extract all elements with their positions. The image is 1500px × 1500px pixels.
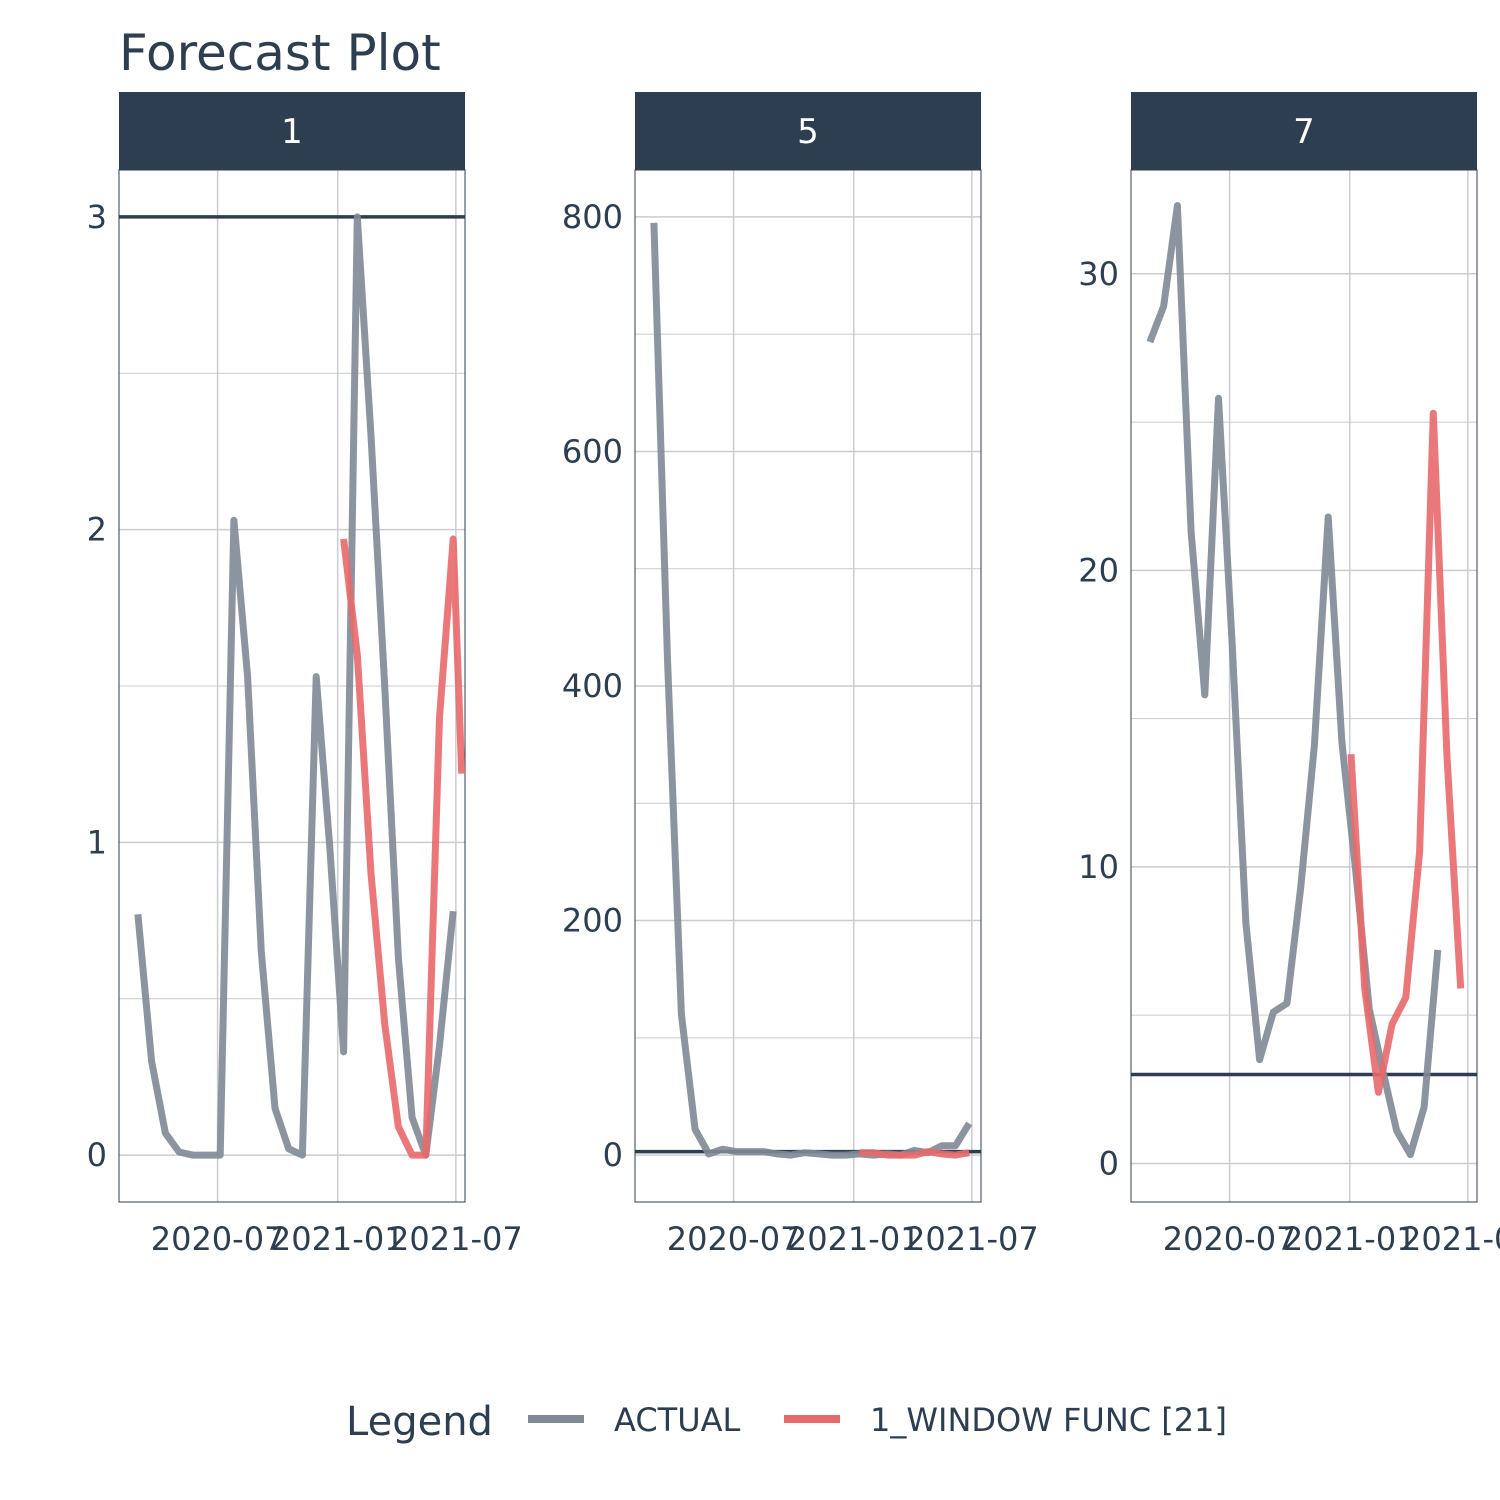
y-tick-label: 20	[1078, 551, 1119, 589]
y-tick-label: 3	[87, 198, 107, 236]
x-tick-label: 2020-07	[1163, 1220, 1297, 1258]
x-tick-label: 2020-07	[667, 1220, 801, 1258]
series-line-actual	[650, 222, 973, 1159]
x-tick-label: 2021-01	[1283, 1220, 1417, 1258]
x-tick-label: 2021-01	[787, 1220, 921, 1258]
y-tick-label: 30	[1078, 255, 1119, 293]
facet-strip	[635, 92, 981, 170]
series-line-actual	[134, 213, 457, 1159]
y-tick-label: 2	[87, 511, 107, 549]
y-tick-label: 10	[1078, 848, 1119, 886]
legend: Legend ACTUAL 1_WINDOW FUNC [21]	[346, 1399, 1227, 1445]
y-tick-label: 0	[1099, 1144, 1119, 1182]
x-tick-label: 2021-07	[1401, 1220, 1500, 1258]
x-tick-label: 2021-07	[905, 1220, 1039, 1258]
chart-title: Forecast Plot	[119, 24, 441, 82]
series-line-window-func	[859, 1148, 970, 1159]
x-tick-label: 2021-01	[271, 1220, 405, 1258]
facet-strip-label: 1	[281, 112, 303, 152]
x-tick-label: 2020-07	[151, 1220, 285, 1258]
y-tick-label: 600	[562, 432, 623, 470]
facet-panels: 01232020-072021-012021-07102004006008002…	[87, 92, 1500, 1258]
y-tick-label: 800	[562, 198, 623, 236]
y-tick-label: 400	[562, 667, 623, 705]
y-tick-label: 0	[603, 1136, 623, 1174]
legend-title: Legend	[346, 1399, 493, 1445]
facet-strip	[119, 92, 465, 170]
legend-label-actual: ACTUAL	[614, 1401, 741, 1439]
facet-strip-label: 5	[797, 112, 819, 152]
series-line-window-func	[340, 535, 466, 1159]
legend-label-window-func: 1_WINDOW FUNC [21]	[870, 1401, 1227, 1439]
y-tick-label: 0	[87, 1136, 107, 1174]
series-line-window-func	[1347, 409, 1465, 1096]
facet-strip	[1131, 92, 1477, 170]
y-tick-label: 1	[87, 823, 107, 861]
x-tick-label: 2021-07	[389, 1220, 523, 1258]
facet-strip-label: 7	[1293, 112, 1315, 152]
y-tick-label: 200	[562, 902, 623, 940]
series-line-actual	[1146, 202, 1442, 1159]
